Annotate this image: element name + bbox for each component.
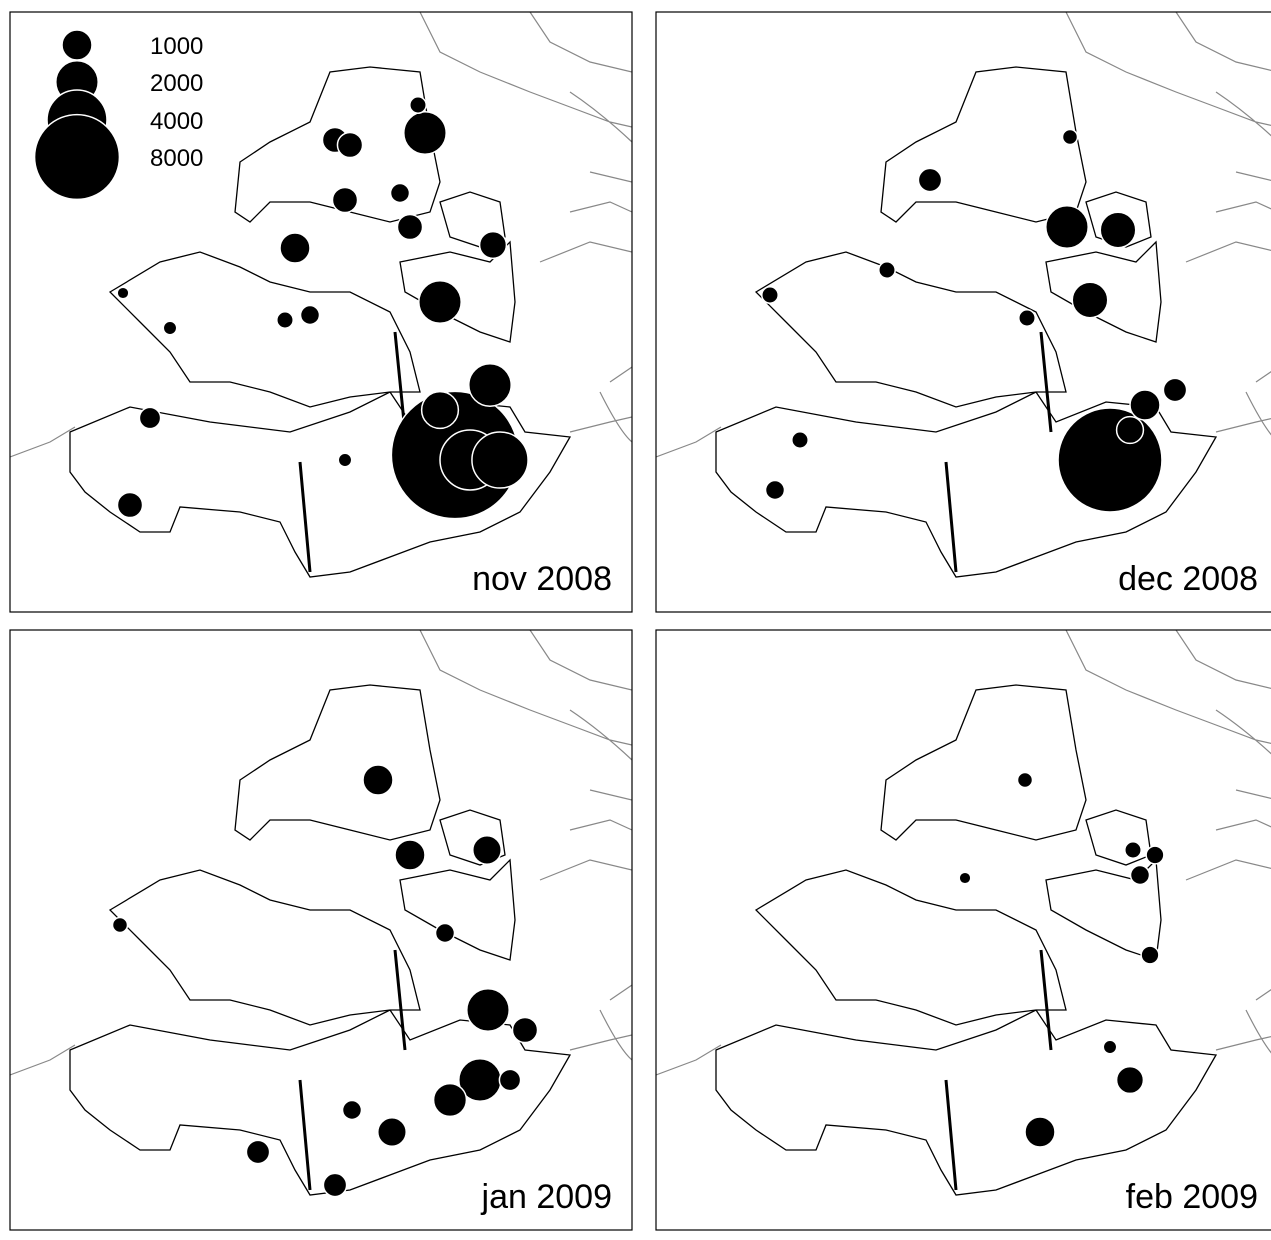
panel-content bbox=[656, 12, 1271, 612]
bubble bbox=[299, 304, 321, 326]
bubble bbox=[432, 1082, 468, 1118]
bubble bbox=[116, 491, 144, 519]
legend-label: 2000 bbox=[150, 70, 203, 97]
bubble bbox=[471, 431, 529, 489]
legend-label: 8000 bbox=[150, 145, 203, 172]
panel-frame bbox=[9, 11, 633, 613]
bubble bbox=[279, 232, 311, 264]
bubble bbox=[1129, 389, 1161, 421]
bubble bbox=[1124, 841, 1142, 859]
bubble bbox=[162, 320, 178, 336]
bubble bbox=[958, 871, 972, 885]
bubble bbox=[764, 479, 786, 501]
bubble bbox=[1115, 1065, 1145, 1095]
bubble bbox=[394, 839, 426, 871]
panel-frame bbox=[655, 629, 1271, 1231]
bubble bbox=[434, 922, 456, 944]
panel-frame bbox=[9, 629, 633, 1231]
bubble bbox=[403, 111, 447, 155]
panel-label: feb 2009 bbox=[1126, 1178, 1258, 1216]
bubble bbox=[1045, 205, 1089, 249]
bubble bbox=[116, 286, 130, 300]
legend-label: 1000 bbox=[150, 33, 203, 60]
bubble bbox=[138, 406, 162, 430]
bubble bbox=[420, 390, 460, 430]
panel-content bbox=[656, 630, 1271, 1230]
panel-label: dec 2008 bbox=[1118, 560, 1258, 598]
bubble bbox=[917, 167, 943, 193]
bubble bbox=[1018, 309, 1036, 327]
bubble bbox=[761, 286, 779, 304]
bubble bbox=[1129, 864, 1151, 886]
bubble bbox=[1162, 377, 1188, 403]
bubble bbox=[468, 363, 512, 407]
bubble bbox=[341, 1099, 363, 1121]
bubble bbox=[1115, 415, 1145, 445]
map-panel: dec 2008 bbox=[655, 11, 1271, 613]
bubble bbox=[322, 1172, 348, 1198]
bubble bbox=[1145, 845, 1165, 865]
legend-bubble bbox=[33, 113, 121, 201]
bubble bbox=[511, 1016, 539, 1044]
panel-frame bbox=[655, 11, 1271, 613]
bubble bbox=[498, 1068, 522, 1092]
bubble bbox=[1099, 211, 1137, 249]
map-panel: jan 2009 bbox=[9, 629, 633, 1231]
bubble bbox=[1057, 407, 1163, 513]
bubble bbox=[478, 230, 508, 260]
bubble bbox=[791, 431, 809, 449]
bubble bbox=[1071, 281, 1109, 319]
bubble bbox=[377, 1117, 407, 1147]
panel-label: jan 2009 bbox=[481, 1178, 612, 1216]
bubble bbox=[331, 186, 359, 214]
bubble bbox=[1016, 771, 1034, 789]
panel-label: nov 2008 bbox=[472, 560, 612, 598]
bubble bbox=[336, 131, 364, 159]
bubble bbox=[878, 261, 896, 279]
bubble bbox=[1140, 945, 1160, 965]
bubble bbox=[337, 452, 353, 468]
legend-label: 4000 bbox=[150, 108, 203, 135]
map-panel: nov 2008 1000 2000 4000 8000 bbox=[9, 11, 633, 613]
bubble bbox=[276, 311, 294, 329]
bubble bbox=[1061, 128, 1079, 146]
bubble bbox=[472, 835, 502, 865]
bubble bbox=[1102, 1039, 1118, 1055]
bubble bbox=[396, 213, 424, 241]
bubble bbox=[409, 96, 427, 114]
panel-content bbox=[10, 630, 632, 1230]
bubble bbox=[1024, 1116, 1056, 1148]
panel-content bbox=[10, 12, 632, 612]
bubble bbox=[418, 280, 462, 324]
bubble bbox=[466, 988, 510, 1032]
map-panel: feb 2009 bbox=[655, 629, 1271, 1231]
bubble bbox=[362, 764, 394, 796]
bubble bbox=[389, 182, 411, 204]
bubble bbox=[245, 1139, 271, 1165]
bubble bbox=[111, 916, 129, 934]
legend-bubble bbox=[61, 29, 93, 61]
